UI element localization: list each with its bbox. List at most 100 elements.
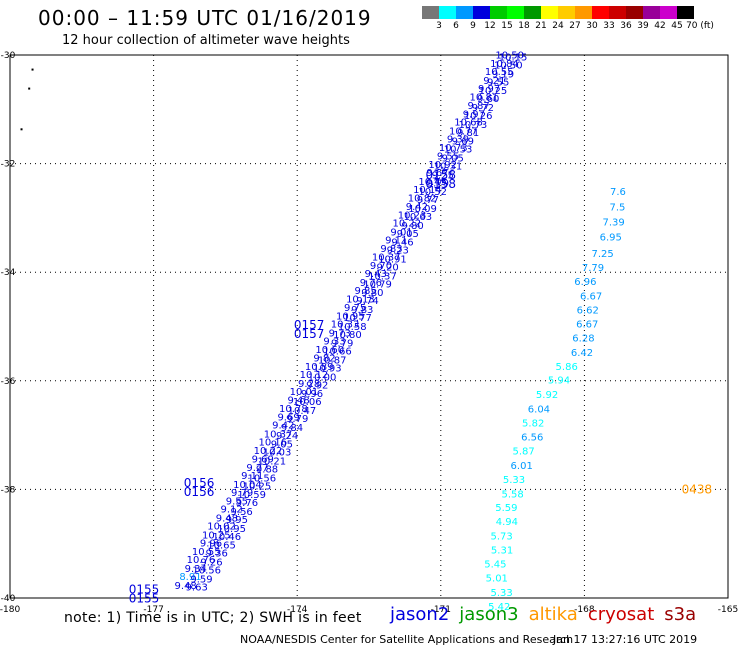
wave-height-label: 10.63 bbox=[404, 212, 433, 223]
wave-height-label: 10.76 bbox=[187, 555, 216, 566]
wave-height-label: 9.95 bbox=[226, 515, 248, 526]
wave-height-label: 9.60 bbox=[477, 94, 499, 105]
wave-height-label: 9.42 bbox=[272, 421, 294, 432]
pass-time-label: 0158 bbox=[426, 177, 457, 191]
color-swatch bbox=[541, 6, 558, 19]
wave-height-label: 9.43 bbox=[365, 269, 387, 280]
wave-height-label: 10.84 bbox=[490, 59, 519, 70]
wave-height-label: 9.87 bbox=[467, 101, 489, 112]
color-swatch bbox=[507, 6, 524, 19]
map-plot-svg: -180 -177 -174 -171 -168 -165 -30 -32 -34 -36 -38 -… bbox=[0, 50, 738, 615]
wave-height-label: 10.13 bbox=[346, 295, 375, 306]
wave-height-label: 9.79 bbox=[231, 488, 253, 499]
pass-time-label: 0438 bbox=[682, 483, 713, 497]
wave-height-label: 8.91 bbox=[179, 572, 201, 583]
wave-height-label: 10.78 bbox=[279, 404, 308, 415]
wave-height-label: 10.50 bbox=[494, 61, 523, 72]
wave-height-label: 9.80 bbox=[401, 221, 423, 232]
wave-height-label: 10.31 bbox=[434, 162, 463, 173]
lon-tick-label: -180 bbox=[0, 605, 20, 615]
wave-height-color-scale bbox=[422, 6, 694, 19]
color-swatch bbox=[677, 6, 694, 19]
wave-height-label: 9.42 bbox=[406, 202, 428, 213]
color-scale-label: 3 bbox=[436, 21, 442, 31]
wave-height-label: 5.42 bbox=[488, 602, 510, 613]
wave-height-label: 7.25 bbox=[591, 249, 613, 260]
map-subtitle: 12 hour collection of altimeter wave hei… bbox=[62, 33, 350, 48]
wave-height-label: 6.56 bbox=[521, 433, 543, 444]
wave-height-label: 9.80 bbox=[361, 288, 383, 299]
wave-height-label: 9.28 bbox=[298, 379, 320, 390]
wave-height-label: 10.77 bbox=[449, 126, 478, 137]
legend-jason2: jason2 bbox=[390, 604, 450, 625]
wave-height-label: 9.19 bbox=[492, 69, 514, 80]
wave-height-label: 10.45 bbox=[418, 177, 447, 188]
footer-note: note: 1) Time is in UTC; 2) SWH is in fe… bbox=[64, 610, 362, 626]
lon-tick-label: -165 bbox=[718, 605, 738, 615]
wave-height-label: 5.94 bbox=[548, 376, 570, 387]
wave-height-label: 10.68 bbox=[454, 118, 483, 129]
lon-tick-label: -174 bbox=[287, 605, 308, 615]
wave-height-label: 9.88 bbox=[256, 465, 278, 476]
wave-height-label: 9.11 bbox=[385, 235, 407, 246]
pass-time-label: 0158 bbox=[426, 168, 457, 182]
wave-height-label: 9.55 bbox=[226, 497, 248, 508]
color-scale-label: 33 bbox=[603, 21, 615, 31]
color-scale-label: 15 bbox=[501, 21, 513, 31]
wave-height-label: 10.87 bbox=[318, 355, 347, 366]
map-frame bbox=[9, 54, 729, 599]
pass-time-label: 0157 bbox=[294, 327, 325, 341]
color-swatch bbox=[609, 6, 626, 19]
credit-line: NOAA/NESDIS Center for Satellite Applica… bbox=[240, 633, 574, 646]
wave-height-label: 9.85 bbox=[355, 286, 377, 297]
wave-height-label: 6.01 bbox=[511, 461, 533, 472]
wave-height-label: 10.25 bbox=[479, 86, 508, 97]
wave-height-label: 10.22 bbox=[392, 219, 421, 230]
wave-height-label: 9.75 bbox=[344, 303, 366, 314]
wave-height-label: 9.83 bbox=[380, 244, 402, 255]
color-scale-label: 21 bbox=[535, 21, 547, 31]
wave-height-label: 7.79 bbox=[582, 263, 604, 274]
wave-height-label: 10.22 bbox=[254, 446, 283, 457]
wave-height-label: 5.82 bbox=[522, 418, 544, 429]
color-scale-label: 6 bbox=[453, 21, 459, 31]
wave-height-label: 10.14 bbox=[413, 185, 442, 196]
wave-height-label: 9.23 bbox=[387, 246, 409, 257]
wave-height-label: 10.16 bbox=[258, 437, 287, 448]
wave-height-label: 10.77 bbox=[343, 313, 372, 324]
wave-height-label: 10.25 bbox=[243, 481, 272, 492]
legend-cryosat: cryosat bbox=[587, 604, 655, 625]
color-scale-label: 39 bbox=[637, 21, 649, 31]
wave-height-label: 9.33 bbox=[323, 336, 345, 347]
wave-height-label: 9.83 bbox=[351, 305, 373, 316]
wave-height-label: 10.80 bbox=[333, 330, 362, 341]
wave-height-label: 10.91 bbox=[378, 254, 407, 265]
wave-height-label: 10.60 bbox=[315, 345, 344, 356]
wave-height-label: 9.76 bbox=[360, 278, 382, 289]
wave-height-label: 9.96 bbox=[200, 538, 222, 549]
wave-height-label: 10.59 bbox=[237, 490, 266, 501]
wave-height-label: 6.67 bbox=[576, 320, 598, 331]
wave-height-label: 10.46 bbox=[213, 532, 242, 543]
wave-height-label: 10.52 bbox=[418, 187, 447, 198]
wave-height-label: 4.94 bbox=[496, 517, 518, 528]
color-swatch bbox=[643, 6, 660, 19]
wave-height-label: 10.15 bbox=[499, 52, 528, 63]
wave-height-label: 5.59 bbox=[495, 503, 517, 514]
legend-altika: altika bbox=[528, 604, 578, 625]
wave-height-label: 9.26 bbox=[200, 557, 222, 568]
wave-height-label: 10.03 bbox=[263, 448, 292, 459]
wave-height-label: 7.5 bbox=[609, 202, 625, 213]
color-scale-label: 70 (ft) bbox=[686, 21, 714, 31]
pass-time-label: 0156 bbox=[184, 485, 215, 499]
lat-tick-label: -36 bbox=[1, 377, 16, 387]
wave-height-label: 6.62 bbox=[577, 305, 599, 316]
wave-height-label: 9.55 bbox=[437, 151, 459, 162]
pass-time-label: 0157 bbox=[294, 318, 325, 332]
wave-height-label: 9.48 bbox=[216, 513, 238, 524]
lat-tick-label: -38 bbox=[1, 485, 16, 495]
wave-height-label: 9.21 bbox=[483, 76, 505, 87]
wave-height-label: 5.01 bbox=[486, 574, 508, 585]
wave-height-label: 6.96 bbox=[574, 277, 596, 288]
wave-height-label: 9.55 bbox=[487, 77, 509, 88]
